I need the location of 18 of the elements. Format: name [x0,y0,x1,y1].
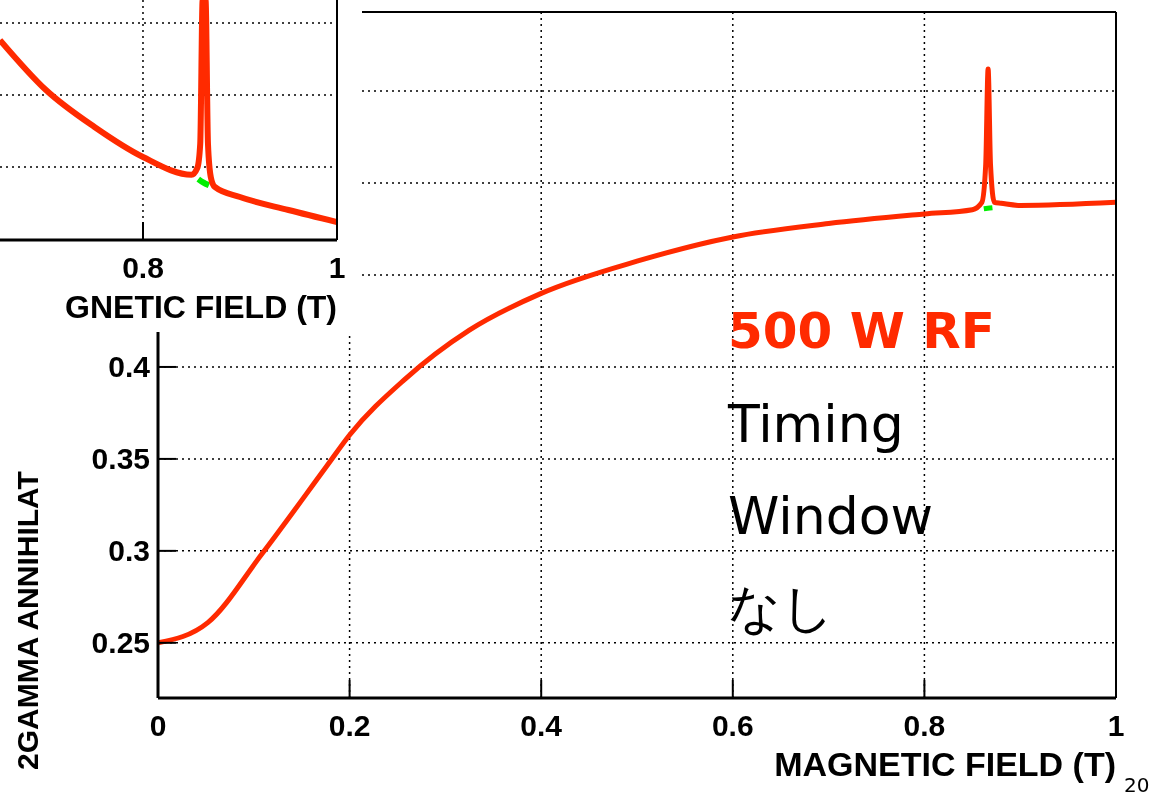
y-axis-title: 2GAMMA ANNIHILAT [11,471,44,770]
x-tick-label: 0.8 [903,709,946,742]
y-tick-label: 0.3 [108,534,150,568]
x-axis-title: GNETIC FIELD (T) [65,289,337,325]
y-tick-label: 0.35 [91,442,150,476]
text: 20 [1124,773,1150,797]
y-tick-label: 0.4 [108,350,151,384]
annotation: Timing Window なし [727,394,934,638]
x-tick-label: 0.6 [711,709,754,742]
x-tick-label: 0.4 [520,709,563,742]
annotation: 500 W RF [728,302,995,360]
x-tick-label: 1 [328,251,346,284]
x-axis-title: MAGNETIC FIELD (T) [774,745,1116,783]
x-tick-label: 0.8 [122,251,164,284]
x-tick-label: 0.2 [328,709,371,742]
x-tick-label: 1 [1107,709,1125,742]
y-tick-label: 0.25 [91,626,150,660]
x-tick-label: 0 [149,709,167,742]
